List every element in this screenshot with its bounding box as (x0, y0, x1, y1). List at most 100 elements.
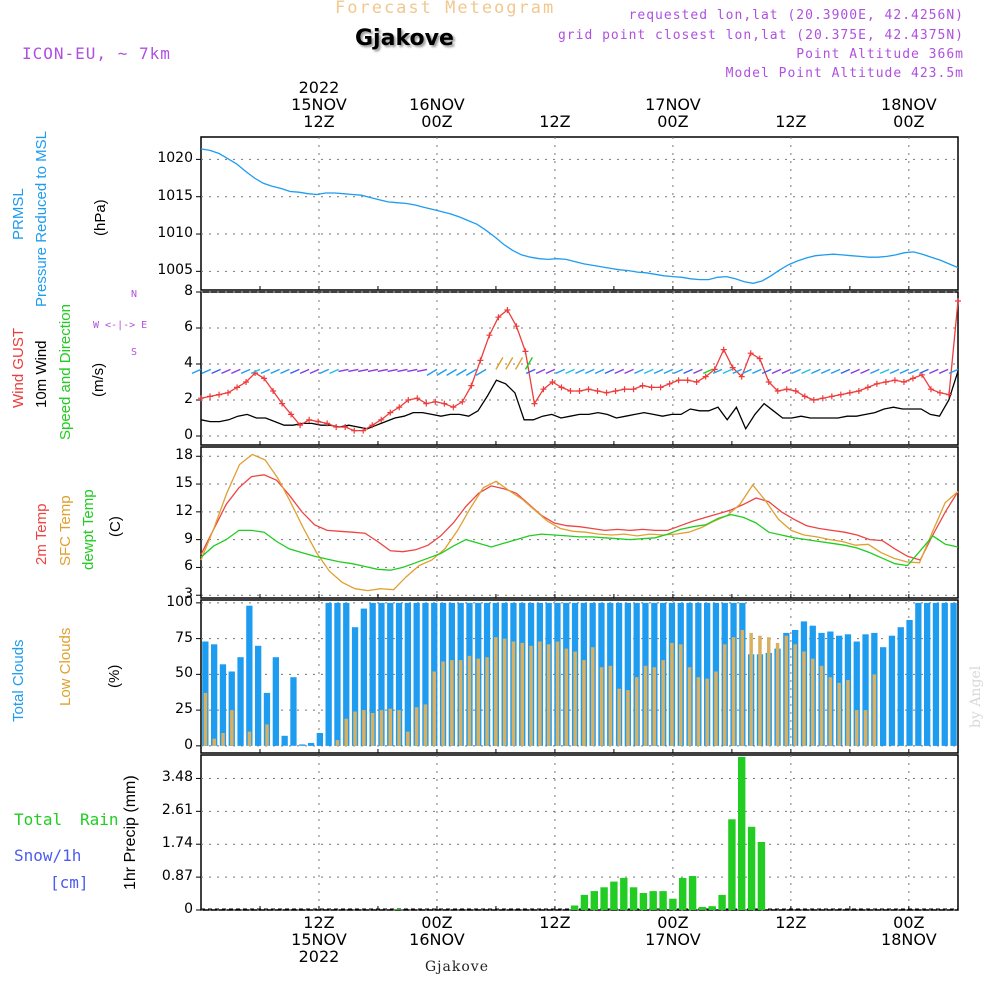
gust-point (846, 389, 853, 396)
low-cloud-bar (608, 665, 613, 746)
rain-bar (738, 756, 746, 910)
low-cloud-bar (406, 731, 410, 746)
gust-point (747, 350, 754, 357)
clouds-ytick-label: 25 (175, 701, 193, 718)
wind-direction-arrow (329, 368, 339, 375)
top-time-label-line: 00Z (893, 112, 925, 131)
total-cloud-bar (219, 664, 227, 746)
low-cloud-bar (476, 658, 480, 746)
gust-point (396, 404, 403, 411)
low-cloud-bar (811, 658, 815, 746)
low-cloud-bar (714, 671, 718, 746)
wind-direction-arrow (811, 368, 821, 375)
clouds-ytick-label: 0 (184, 736, 193, 753)
low-cloud-bar (635, 677, 639, 746)
point-altitude: Point Altitude 366m (796, 47, 964, 62)
gust-point (936, 389, 943, 396)
wind-direction-arrow (555, 368, 566, 375)
gust-point (414, 395, 421, 402)
low-cloud-bar (696, 677, 701, 746)
pressure-ytick-label: 1020 (157, 150, 193, 167)
total-cloud-bar (395, 602, 403, 746)
gust-point (351, 427, 358, 434)
total-cloud-bar (950, 602, 957, 746)
low-cloud-bar (740, 630, 745, 746)
low-cloud-bar (872, 674, 877, 746)
gust-point (207, 393, 214, 400)
total-cloud-bar (853, 641, 860, 746)
total-cloud-bar (263, 692, 271, 746)
gust-point (270, 388, 277, 394)
wind-direction-arrow (545, 368, 556, 375)
total-cloud-bar (360, 608, 367, 746)
wind-direction-arrow (860, 368, 870, 375)
total-cloud-bar (378, 602, 385, 746)
low-cloud-bar (353, 711, 357, 746)
wind-direction-arrow (240, 368, 251, 375)
total-cloud-bar (695, 602, 702, 746)
gust-point (702, 373, 709, 380)
gust-point (261, 375, 268, 382)
footer-location: Gjakove (425, 959, 489, 975)
total-cloud-bar (404, 602, 411, 746)
total-cloud-bar (272, 657, 279, 746)
gust-point (216, 391, 223, 398)
gust-point (513, 323, 520, 330)
top-time-label: 16NOV 00Z (409, 96, 465, 130)
wind-direction-arrow (889, 368, 900, 375)
total-cloud-bar (413, 602, 420, 746)
location-title: Gjakove (355, 26, 454, 51)
rain-bar (757, 842, 766, 910)
precip-ytick-label: 2.61 (161, 802, 193, 819)
wind-direction-arrow (495, 357, 504, 370)
gridpoint-coords: grid point closest lon,lat (20.375E, 42.… (557, 28, 964, 43)
low-cloud-bar (203, 692, 208, 746)
gust-point (756, 355, 763, 362)
temp-ytick-label: 3 (184, 586, 193, 603)
wind-direction-arrow (319, 368, 330, 375)
wind-direction-arrow (299, 368, 310, 375)
bottom-time-label-line: 17NOV (645, 930, 701, 949)
wind-direction-arrow (761, 368, 772, 375)
wind-direction-arrow (514, 357, 524, 370)
top-time-label: 2022 15NOV 12Z (291, 79, 347, 130)
gust-point (738, 373, 745, 380)
gust-point (333, 424, 340, 430)
low-cloud-bar (828, 677, 833, 746)
gust-point (900, 379, 907, 385)
temp-ytick-label: 6 (184, 558, 193, 575)
gust-point (306, 416, 313, 423)
wind-direction-arrow (465, 368, 477, 377)
gust-point (801, 393, 808, 400)
gust-point (675, 377, 682, 384)
low-cloud-bar (432, 671, 436, 746)
low-cloud-bar (414, 707, 419, 746)
rain-bar (669, 898, 677, 910)
wind-direction-arrow (791, 368, 801, 375)
gust-point (540, 386, 547, 393)
gust-point (720, 346, 727, 353)
gust-point (360, 427, 367, 434)
rain-label: Rain (80, 810, 119, 829)
low-cloud-bar (846, 680, 850, 746)
total-cloud-bar (906, 620, 913, 746)
low-cloud-bar (863, 710, 868, 746)
bottom-time-label-line: 2022 (298, 947, 340, 966)
bottom-time-label-line: 00Z (893, 913, 925, 932)
top-time-label: 12Z (539, 113, 570, 130)
clouds-ytick-label: 100 (166, 593, 193, 610)
gust-point (549, 379, 556, 385)
gust-point (432, 398, 439, 405)
low-cloud-bar (573, 651, 577, 746)
total-cloud-bar (924, 602, 931, 746)
pressure-line (200, 148, 959, 284)
rain-bar (600, 887, 608, 910)
gust-point (612, 388, 619, 394)
wind-ytick-label: 4 (184, 355, 193, 371)
temp-ytick-label: 12 (175, 502, 193, 519)
total-cloud-bar (351, 627, 359, 746)
gust-point (486, 332, 493, 339)
wind-direction-arrow (250, 368, 261, 375)
top-time-label-line: 12Z (775, 112, 807, 131)
wind-direction-arrow (584, 368, 595, 375)
